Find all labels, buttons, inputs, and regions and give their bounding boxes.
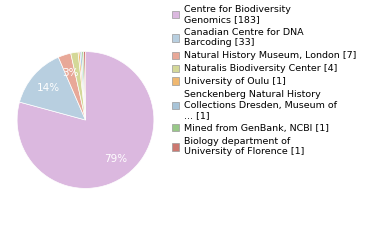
- Wedge shape: [59, 53, 86, 120]
- Wedge shape: [80, 52, 86, 120]
- Text: 14%: 14%: [37, 83, 60, 93]
- Text: 3%: 3%: [62, 68, 79, 78]
- Wedge shape: [17, 52, 154, 188]
- Wedge shape: [84, 52, 86, 120]
- Legend: Centre for Biodiversity
Genomics [183], Canadian Centre for DNA
Barcoding [33], : Centre for Biodiversity Genomics [183], …: [172, 5, 356, 156]
- Text: 79%: 79%: [104, 154, 127, 164]
- Wedge shape: [71, 52, 86, 120]
- Wedge shape: [82, 52, 86, 120]
- Wedge shape: [78, 52, 86, 120]
- Wedge shape: [19, 57, 86, 120]
